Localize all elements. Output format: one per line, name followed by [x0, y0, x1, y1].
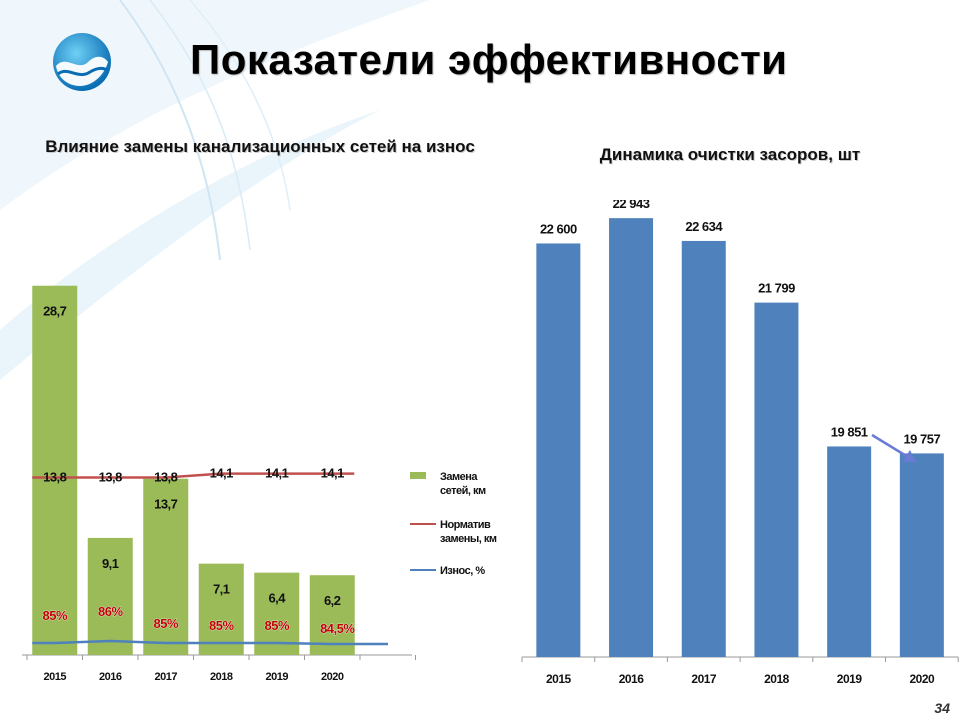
norm-data-label: 13,8 — [99, 469, 123, 484]
right-chart-title: Динамика очистки засоров, шт — [599, 145, 861, 164]
bar-blockage-cleaning — [681, 240, 726, 657]
x-tick-label: 2020 — [909, 672, 935, 686]
wear-data-label: 85% — [153, 616, 178, 631]
page-title: Показатели эффективности — [190, 36, 788, 83]
page-number: 34 — [934, 700, 950, 716]
norm-line — [32, 472, 355, 479]
x-tick-label: 2018 — [210, 671, 233, 683]
bar-data-label: 19 757 — [903, 431, 940, 446]
bar-blockage-cleaning — [754, 302, 799, 657]
bar-data-label: 19 851 — [831, 424, 868, 439]
bar-network-replacement — [309, 575, 355, 655]
bar-network-replacement — [143, 478, 189, 655]
norm-data-label: 13,8 — [43, 469, 67, 484]
left-chart-title: Влияние замены канализационных сетей на … — [45, 137, 475, 156]
x-tick-label: 2017 — [691, 672, 717, 686]
bar-data-label: 6,2 — [324, 593, 341, 608]
wear-data-label: 85% — [209, 618, 234, 633]
bar-network-replacement — [87, 537, 133, 655]
legend-swatch-replacement — [410, 472, 426, 479]
x-tick-label: 2015 — [44, 671, 67, 683]
legend-label-replacement: Замена сетей, км — [440, 471, 486, 497]
bar-data-label: 21 799 — [758, 281, 795, 296]
network-replacement-chart: 28,7 2015 9,1 2016 13,7 2017 7,1 2018 6,4 2019 6,2… — [22, 285, 497, 683]
norm-data-label: 14,1 — [265, 466, 289, 481]
bar-data-label: 22 943 — [613, 200, 650, 211]
bar-data-label: 6,4 — [268, 591, 286, 606]
norm-data-label: 13,8 — [154, 469, 178, 484]
x-tick-label: 2016 — [619, 672, 645, 686]
x-tick-label: 2020 — [321, 671, 344, 683]
norm-data-label: 14,1 — [210, 466, 234, 481]
company-logo-icon — [53, 33, 111, 91]
x-tick-label: 2018 — [764, 672, 790, 686]
bar-data-label: 13,7 — [154, 497, 178, 512]
wear-data-label: 84,5% — [320, 621, 355, 636]
bar-blockage-cleaning — [827, 446, 872, 657]
bar-blockage-cleaning — [899, 453, 944, 657]
x-tick-label: 2019 — [837, 672, 863, 686]
x-tick-label: 2016 — [99, 671, 122, 683]
norm-data-label: 14,1 — [321, 466, 345, 481]
x-tick-label: 2019 — [266, 671, 289, 683]
bar-network-replacement — [32, 285, 78, 655]
x-tick-label: 2017 — [155, 671, 178, 683]
wear-data-label: 85% — [42, 608, 67, 623]
bar-data-label: 22 600 — [540, 221, 577, 236]
legend-label-wear: Износ, % — [440, 565, 485, 577]
bar-blockage-cleaning — [609, 218, 654, 657]
bar-data-label: 7,1 — [213, 582, 230, 597]
wear-data-label: 85% — [264, 618, 289, 633]
bar-blockage-cleaning — [536, 243, 581, 657]
wear-data-label: 86% — [98, 604, 123, 619]
bar-data-label: 22 634 — [685, 219, 723, 234]
bar-data-label: 9,1 — [102, 556, 119, 571]
bar-network-replacement — [254, 572, 300, 655]
bar-data-label: 28,7 — [43, 304, 67, 319]
x-tick-label: 2015 — [546, 672, 572, 686]
legend-label-norm: Норматив замены, км — [440, 519, 497, 545]
wear-line — [32, 639, 388, 646]
blockage-cleaning-chart: 22 600 2015 22 943 2016 22 634 2017 21 799 2018… — [521, 200, 959, 686]
trend-arrow-icon — [871, 433, 909, 459]
trend-arrow-head-icon — [902, 450, 916, 462]
bar-network-replacement — [198, 563, 244, 655]
